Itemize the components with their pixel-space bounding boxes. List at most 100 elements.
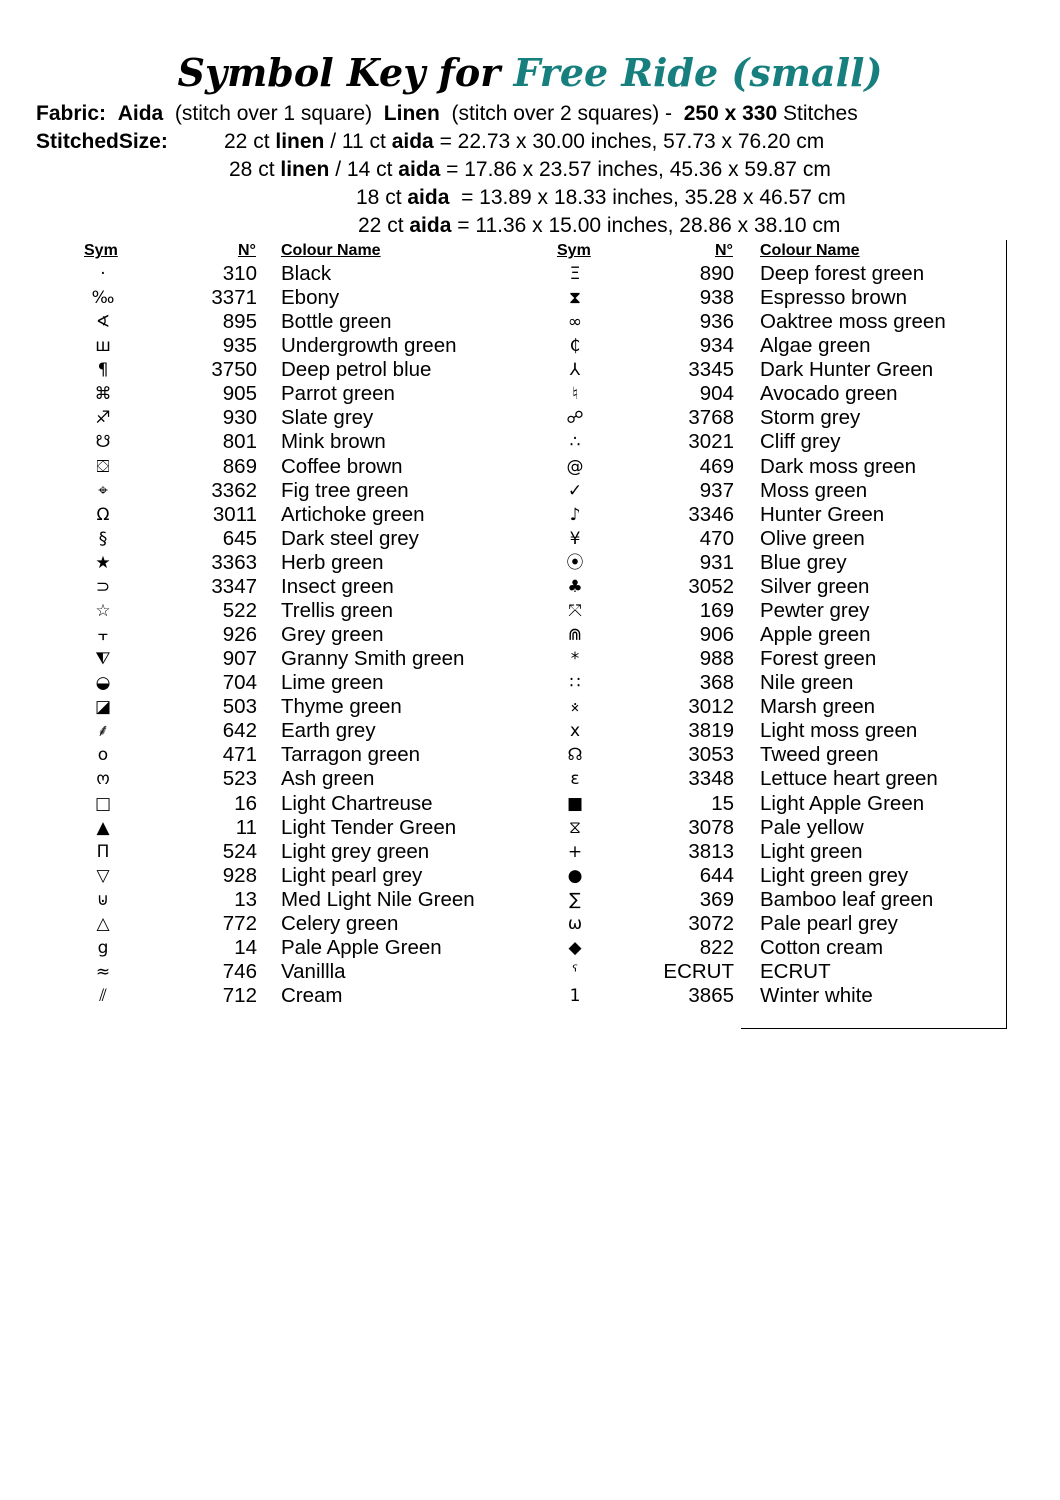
size-part: / 14 ct <box>329 158 399 181</box>
symbol: ‰ <box>91 288 115 309</box>
colour-name: Ash green <box>281 767 375 791</box>
colour-name: Dark moss green <box>760 454 917 478</box>
dmc-number: 169 <box>699 598 734 622</box>
size-part: aida <box>409 214 452 237</box>
dmc-number: 3865 <box>688 984 734 1008</box>
dmc-number: 14 <box>234 935 257 959</box>
colour-name: Olive green <box>760 526 865 550</box>
symbol: ♣ <box>567 576 583 597</box>
colour-name: Light green <box>760 839 863 863</box>
symbol: ω <box>567 913 583 934</box>
stitched-size-line: 22 ct aida = 11.36 x 15.00 inches, 28.86… <box>358 214 840 238</box>
colour-name: Deep petrol blue <box>281 358 432 382</box>
colour-name: Tweed green <box>760 743 879 767</box>
size-part: 18 ct <box>356 186 408 209</box>
size-part: = 17.86 x 23.57 inches, 45.36 x 59.87 cm <box>440 158 831 181</box>
symbol: x <box>569 721 581 742</box>
colour-name: Fig tree green <box>281 478 409 502</box>
dmc-number: 3819 <box>688 719 734 743</box>
colour-name: Tarragon green <box>281 743 421 767</box>
symbol: + <box>567 841 583 862</box>
colour-name: Light pearl grey <box>281 863 423 887</box>
dmc-number: 3346 <box>688 502 734 526</box>
dmc-number: 3768 <box>688 406 734 430</box>
dmc-number: 930 <box>222 406 257 430</box>
dmc-number: 522 <box>222 598 257 622</box>
dmc-number: 3011 <box>212 502 257 526</box>
dmc-number: 16 <box>234 791 257 815</box>
symbol: ⌘ <box>94 384 112 405</box>
dmc-number: 3750 <box>211 358 257 382</box>
colour-name: Winter white <box>760 984 873 1008</box>
dmc-number: 368 <box>699 671 734 695</box>
stitched-size-label-text: StitchedSize: <box>36 130 168 153</box>
symbol: ⦿ <box>566 552 584 573</box>
colour-name: Artichoke green <box>281 502 425 526</box>
colour-name: Undergrowth green <box>281 334 457 358</box>
dmc-number: 746 <box>222 960 257 984</box>
fabric-label: Fabric: <box>36 102 107 125</box>
size-part: aida <box>407 186 450 209</box>
symbol: ⸙ <box>96 721 110 742</box>
dmc-number: 926 <box>222 623 257 647</box>
symbol: ⊃ <box>95 576 111 597</box>
size-part: 28 ct <box>229 158 281 181</box>
symbol: ⌖ <box>98 480 108 501</box>
stitched-size-label: StitchedSize: <box>36 130 168 154</box>
aida-note: (stitch over 1 square) <box>174 102 373 125</box>
dmc-number: 13 <box>234 887 257 911</box>
header-sym: Sym <box>557 242 591 259</box>
colour-name: Black <box>281 262 332 285</box>
symbol: § <box>98 528 108 549</box>
colour-name: Parrot green <box>281 382 395 406</box>
colour-name: Light Apple Green <box>760 791 925 815</box>
colour-name: Vanillla <box>281 960 346 984</box>
size-part: / 11 ct <box>324 130 392 153</box>
colour-name: Insect green <box>281 574 394 598</box>
table-border-bottom <box>741 1028 1007 1029</box>
dmc-number: 937 <box>699 478 734 502</box>
colour-name: Celery green <box>281 911 399 935</box>
colour-name: Slate grey <box>281 406 374 430</box>
dmc-number: 470 <box>699 526 734 550</box>
symbol: ∞ <box>567 312 583 333</box>
size-part: = 22.73 x 30.00 inches, 57.73 x 76.20 cm <box>433 130 825 153</box>
dmc-number: 11 <box>235 815 257 839</box>
size-part: = 11.36 x 15.00 inches, 28.86 x 38.10 cm <box>451 214 841 237</box>
colour-name: Blue grey <box>760 550 847 574</box>
symbol: ო <box>96 769 110 790</box>
colour-name: Grey green <box>281 623 384 647</box>
header-colour-name: Colour Name <box>281 242 381 259</box>
header-number: N° <box>715 242 733 259</box>
fabric-linen: Linen <box>383 102 440 125</box>
colour-name: Oaktree moss green <box>760 310 946 334</box>
symbol: ☊ <box>567 745 583 766</box>
dmc-number: 869 <box>222 454 257 478</box>
dmc-number: 936 <box>699 310 734 334</box>
colour-name: Pale yellow <box>760 815 864 839</box>
dmc-number: 645 <box>222 526 257 550</box>
dmc-number: 3347 <box>211 574 257 598</box>
symbol: ♮ <box>571 384 579 405</box>
page-title: Symbol Key for Free Ride (small) <box>0 50 1060 95</box>
symbol: ш <box>95 336 111 357</box>
colour-name: Forest green <box>760 647 877 671</box>
colour-name: Dark steel grey <box>281 526 419 550</box>
dmc-number: 3072 <box>688 911 734 935</box>
colour-name: Cotton cream <box>760 935 884 959</box>
dmc-number: 3813 <box>688 839 734 863</box>
symbol: ◆ <box>568 937 582 958</box>
table-border-right <box>1006 240 1007 1029</box>
size-part: 22 ct <box>224 130 276 153</box>
dmc-number: 524 <box>222 839 257 863</box>
dmc-number: 3052 <box>688 574 734 598</box>
dmc-number: 801 <box>222 430 257 454</box>
stitched-size-line: 18 ct aida = 13.89 x 18.33 inches, 35.28… <box>356 186 846 210</box>
dmc-number: 3371 <box>211 286 257 310</box>
symbol: ▲ <box>96 817 110 838</box>
stitched-size-line: 28 ct linen / 14 ct aida = 17.86 x 23.57… <box>229 158 831 182</box>
colour-name: Light Tender Green <box>281 815 457 839</box>
colour-name: Ebony <box>281 286 340 310</box>
dmc-number: 890 <box>699 262 734 285</box>
colour-name: Herb green <box>281 550 384 574</box>
